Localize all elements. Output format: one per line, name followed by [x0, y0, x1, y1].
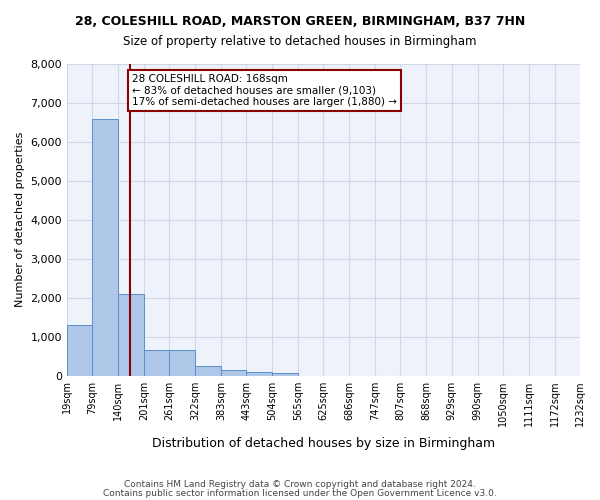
Text: Contains HM Land Registry data © Crown copyright and database right 2024.: Contains HM Land Registry data © Crown c…	[124, 480, 476, 489]
Bar	[118, 294, 143, 376]
Bar	[92, 118, 118, 376]
Bar	[67, 325, 92, 376]
X-axis label: Distribution of detached houses by size in Birmingham: Distribution of detached houses by size …	[152, 437, 495, 450]
Y-axis label: Number of detached properties: Number of detached properties	[15, 132, 25, 308]
Bar	[221, 370, 246, 376]
Bar	[247, 372, 272, 376]
Bar	[169, 350, 195, 376]
Bar	[195, 366, 221, 376]
Bar	[272, 373, 298, 376]
Text: Size of property relative to detached houses in Birmingham: Size of property relative to detached ho…	[123, 35, 477, 48]
Text: 28, COLESHILL ROAD, MARSTON GREEN, BIRMINGHAM, B37 7HN: 28, COLESHILL ROAD, MARSTON GREEN, BIRMI…	[75, 15, 525, 28]
Bar	[144, 350, 169, 376]
Text: 28 COLESHILL ROAD: 168sqm
← 83% of detached houses are smaller (9,103)
17% of se: 28 COLESHILL ROAD: 168sqm ← 83% of detac…	[132, 74, 397, 107]
Text: Contains public sector information licensed under the Open Government Licence v3: Contains public sector information licen…	[103, 488, 497, 498]
